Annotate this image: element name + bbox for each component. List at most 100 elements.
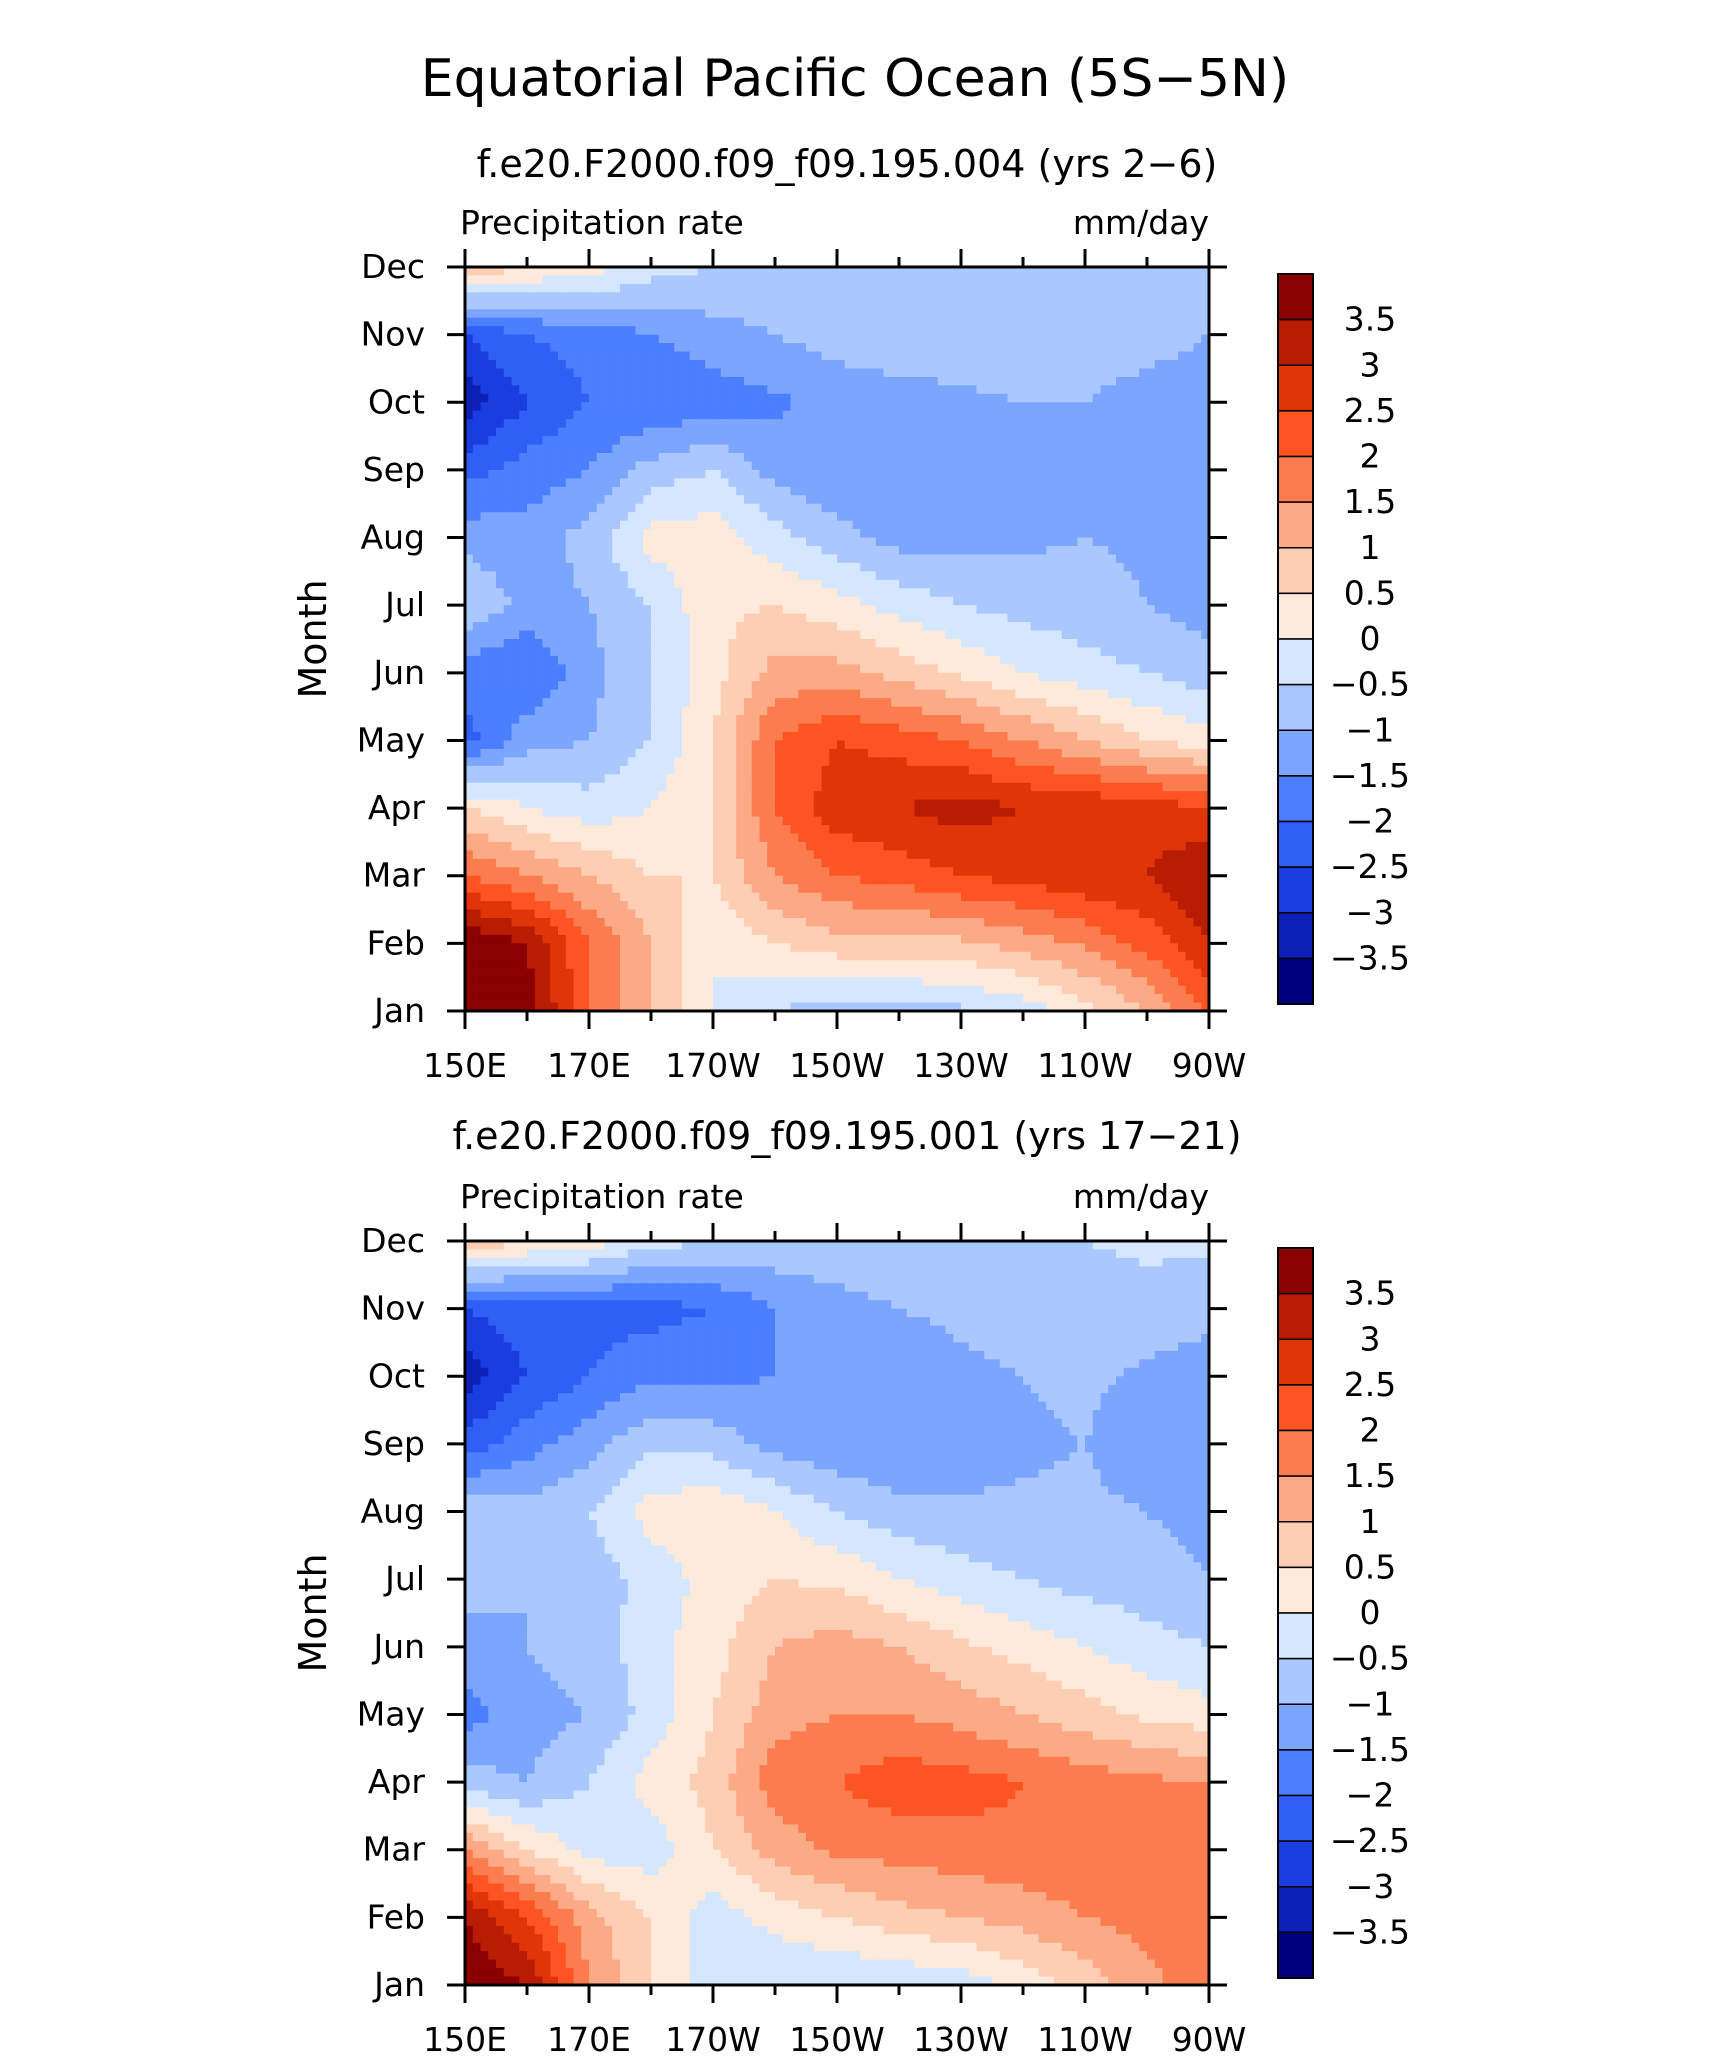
contour-cell	[945, 326, 954, 336]
contour-cell	[899, 655, 908, 665]
contour-cell	[604, 571, 613, 581]
contour-cell	[961, 427, 970, 437]
contour-cell	[643, 292, 652, 302]
contour-cell	[519, 267, 528, 277]
contour-cell	[1030, 461, 1040, 471]
contour-cell	[953, 283, 962, 293]
contour-cell	[612, 512, 621, 522]
contour-cell	[968, 309, 978, 319]
contour-cell	[666, 613, 675, 623]
contour-cell	[821, 334, 830, 344]
contour-cell	[875, 537, 885, 547]
contour-cell	[999, 698, 1009, 708]
contour-cell	[596, 300, 606, 310]
contour-cell	[937, 571, 947, 581]
contour-cell	[976, 605, 985, 615]
contour-cell	[821, 453, 830, 463]
contour-cell	[798, 334, 807, 344]
contour-cell	[565, 267, 575, 277]
contour-cell	[1170, 613, 1179, 623]
contour-cell	[1185, 681, 1195, 691]
contour-cell	[1201, 495, 1210, 505]
contour-cell	[790, 275, 799, 285]
contour-cell	[999, 596, 1009, 606]
contour-cell	[968, 419, 978, 429]
contour-cell	[844, 571, 854, 581]
contour-cell	[472, 562, 482, 572]
contour-cell	[666, 520, 675, 530]
contour-cell	[1201, 562, 1210, 572]
contour-cell	[1131, 529, 1140, 539]
contour-cell	[1015, 469, 1024, 479]
contour-cell	[751, 436, 761, 446]
contour-cell	[728, 639, 737, 649]
contour-cell	[914, 529, 923, 539]
contour-cell	[1139, 326, 1148, 336]
contour-cell	[465, 681, 474, 691]
contour-cell	[1085, 402, 1094, 412]
contour-cell	[837, 478, 846, 488]
contour-cell	[844, 300, 854, 310]
contour-cell	[751, 622, 761, 632]
contour-cell	[1030, 630, 1040, 640]
contour-cell	[542, 453, 551, 463]
contour-cell	[992, 402, 1001, 412]
contour-cell	[1147, 605, 1156, 615]
contour-cell	[767, 419, 776, 429]
contour-cell	[651, 469, 660, 479]
contour-cell	[1030, 444, 1040, 454]
contour-cell	[1185, 393, 1195, 403]
contour-cell	[1123, 275, 1133, 285]
contour-cell	[465, 478, 474, 488]
contour-cell	[565, 360, 575, 370]
contour-cell	[705, 554, 714, 564]
contour-cell	[945, 495, 954, 505]
contour-cell	[534, 419, 544, 429]
contour-cell	[1185, 503, 1195, 513]
contour-cell	[1038, 309, 1047, 319]
contour-cell	[1030, 639, 1040, 649]
contour-cell	[1162, 461, 1171, 471]
contour-cell	[953, 461, 962, 471]
contour-cell	[1170, 360, 1179, 370]
contour-cell	[1030, 520, 1040, 530]
contour-cell	[658, 647, 668, 657]
contour-cell	[496, 529, 505, 539]
contour-cell	[1054, 469, 1063, 479]
contour-cell	[906, 419, 916, 429]
contour-cell	[945, 562, 954, 572]
contour-cell	[666, 436, 675, 446]
contour-cell	[1108, 368, 1117, 378]
contour-cell	[581, 571, 590, 581]
contour-cell	[922, 596, 931, 606]
contour-cell	[682, 453, 691, 463]
contour-cell	[503, 368, 513, 378]
contour-cell	[852, 546, 861, 556]
contour-cell	[790, 402, 799, 412]
contour-cell	[1131, 326, 1140, 336]
contour-cell	[930, 368, 939, 378]
contour-cell	[674, 309, 683, 319]
contour-cell	[1100, 698, 1109, 708]
contour-cell	[596, 529, 606, 539]
contour-cell	[1085, 461, 1094, 471]
contour-cell	[744, 529, 753, 539]
contour-cell	[558, 351, 567, 361]
contour-cell	[635, 292, 644, 302]
contour-cell	[1077, 639, 1086, 649]
contour-cell	[1085, 444, 1094, 454]
contour-cell	[930, 385, 939, 395]
contour-cell	[627, 326, 637, 336]
contour-cell	[837, 503, 846, 513]
contour-cell	[1139, 461, 1148, 471]
contour-cell	[728, 630, 737, 640]
contour-cell	[1178, 546, 1187, 556]
contour-cell	[651, 453, 660, 463]
contour-cell	[589, 579, 598, 589]
contour-cell	[705, 664, 714, 674]
contour-cell	[697, 461, 706, 471]
contour-cell	[837, 579, 846, 589]
contour-cell	[906, 376, 916, 386]
contour-cell	[1201, 588, 1210, 598]
contour-cell	[837, 444, 846, 454]
